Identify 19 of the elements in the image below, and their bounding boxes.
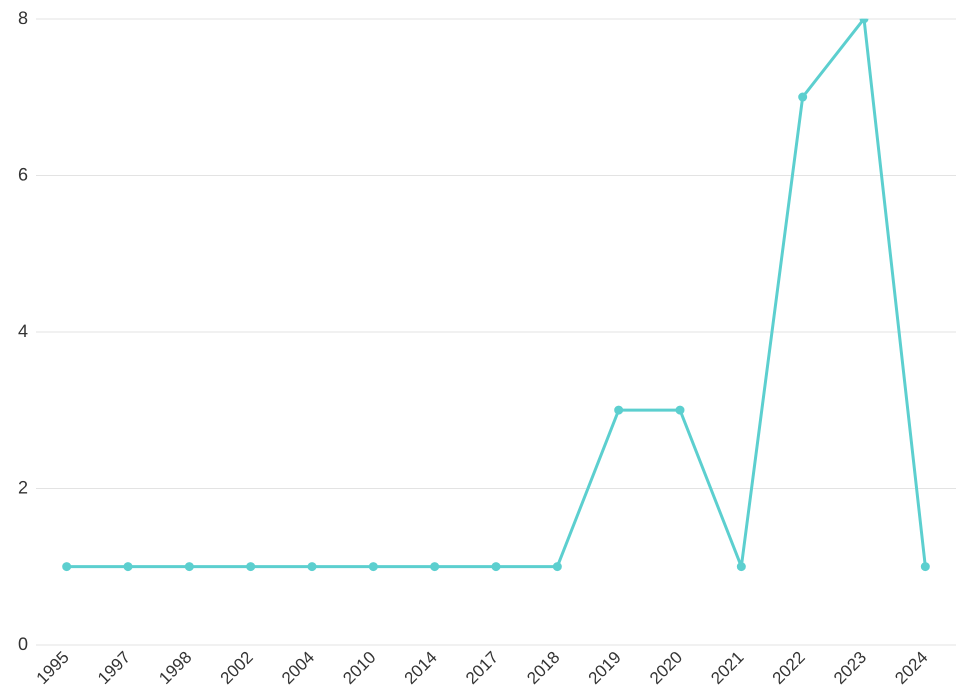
point — [308, 562, 317, 572]
point — [614, 406, 624, 415]
y-tick-label: 2 — [18, 477, 28, 498]
point — [246, 562, 256, 572]
point — [430, 562, 440, 572]
point — [798, 92, 808, 102]
point — [492, 562, 501, 572]
point — [62, 562, 72, 572]
point — [920, 562, 930, 572]
point — [124, 562, 133, 572]
point — [184, 562, 194, 572]
point — [368, 562, 378, 572]
y-tick-label: 0 — [18, 634, 28, 654]
point — [552, 562, 562, 572]
y-tick-label: 6 — [18, 164, 28, 184]
y-tick-label: 4 — [18, 320, 28, 341]
point — [736, 562, 746, 572]
point — [676, 406, 685, 415]
y-tick-label: 8 — [18, 8, 28, 28]
